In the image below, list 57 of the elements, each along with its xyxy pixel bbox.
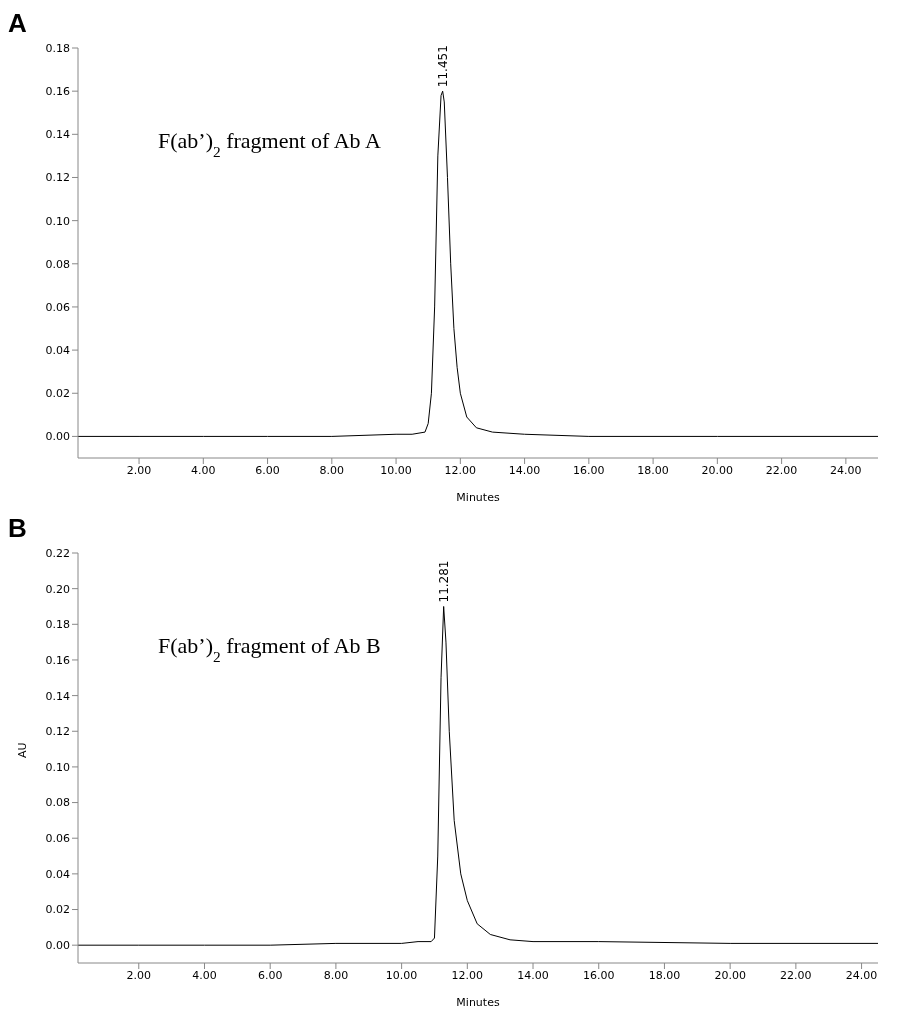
y-tick-label: 0.12: [45, 725, 70, 739]
y-tick-label: 0.00: [45, 430, 70, 444]
chart-title: B: [8, 513, 27, 544]
x-tick-label: 12.00: [451, 968, 484, 982]
annotation: F(ab’)$_{2}$ fragment of Ab A: [158, 128, 381, 160]
y-tick-label: 0.06: [45, 832, 70, 846]
y-tick-label: 0.04: [45, 867, 70, 881]
y-tick-label: 0.16: [45, 85, 70, 99]
x-tick-label: 16.00: [573, 463, 605, 477]
x-tick-label: 2.00: [126, 968, 152, 982]
x-tick-label: 8.00: [323, 968, 349, 982]
x-tick-label: 16.00: [582, 968, 615, 982]
chart-title: A: [8, 8, 27, 39]
y-tick-label: 0.02: [45, 387, 70, 401]
x-tick-label: 8.00: [319, 463, 345, 477]
x-tick-label: 12.00: [444, 463, 477, 477]
y-axis-title: AU: [15, 742, 29, 758]
x-tick-label: 4.00: [192, 968, 217, 982]
x-tick-label: 24.00: [830, 463, 862, 477]
y-tick-label: 0.06: [45, 300, 70, 314]
x-tick-label: 14.00: [517, 968, 549, 982]
y-tick-label: 0.12: [45, 171, 70, 185]
x-tick-label: 20.00: [714, 968, 746, 982]
x-tick-label: 10.00: [380, 463, 412, 477]
annotation: 11.281: [436, 560, 451, 603]
x-tick-label: 18.00: [648, 968, 681, 982]
y-tick-label: 0.02: [45, 903, 70, 917]
y-tick-label: 0.16: [45, 653, 70, 667]
y-tick-label: 0.22: [45, 546, 70, 560]
y-tick-label: 0.10: [45, 214, 70, 228]
x-tick-label: 10.00: [385, 968, 418, 982]
x-tick-label: 14.00: [508, 463, 541, 477]
y-tick-label: 0.04: [45, 344, 70, 358]
x-tick-label: 24.00: [845, 968, 878, 982]
y-tick-label: 0.14: [45, 689, 70, 703]
y-tick-label: 0.08: [45, 257, 70, 271]
annotation: F(ab’)$_{2}$ fragment of Ab B: [158, 633, 381, 665]
x-tick-label: 22.00: [765, 463, 798, 477]
y-tick-label: 0.08: [45, 796, 70, 810]
line-series: [78, 90, 878, 437]
x-tick-label: 22.00: [780, 968, 812, 982]
y-tick-label: 0.20: [45, 582, 70, 596]
y-tick-label: 0.18: [45, 618, 70, 632]
x-tick-label: 18.00: [637, 463, 669, 477]
annotation: 11.451: [435, 45, 450, 88]
y-tick-label: 0.00: [45, 939, 70, 953]
x-axis-title: Minutes: [456, 491, 500, 504]
x-tick-label: 2.00: [126, 463, 152, 477]
x-axis-title: Minutes: [456, 996, 500, 1009]
x-tick-label: 6.00: [257, 968, 283, 982]
y-tick-label: 0.14: [45, 128, 70, 142]
line-series: [78, 605, 878, 946]
x-tick-label: 20.00: [701, 463, 734, 477]
y-tick-label: 0.10: [45, 760, 70, 774]
x-tick-label: 6.00: [255, 463, 280, 477]
y-tick-label: 0.18: [45, 41, 70, 55]
x-tick-label: 4.00: [191, 463, 216, 477]
